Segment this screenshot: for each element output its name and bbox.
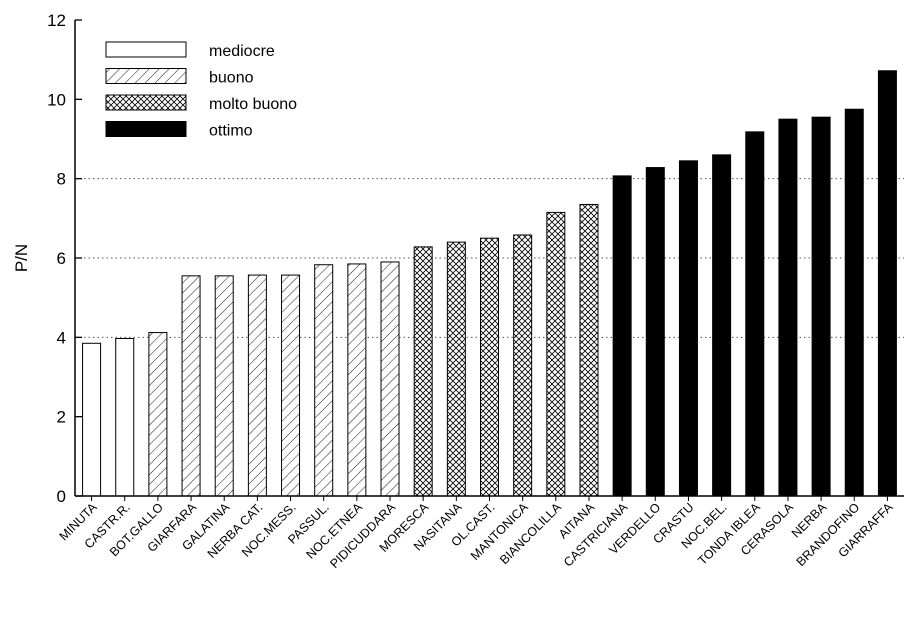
bar — [347, 263, 367, 497]
y-tick-label: 2 — [57, 408, 66, 427]
bar — [413, 246, 433, 497]
y-tick-labels: 0 2 4 6 8 10 12 — [47, 11, 82, 506]
bar — [778, 118, 798, 497]
legend-swatch — [105, 121, 187, 137]
legend-label: molto buono — [209, 96, 297, 113]
bar — [214, 275, 234, 497]
bar — [811, 116, 831, 497]
bar — [877, 70, 897, 497]
y-axis-label: P/N — [12, 244, 31, 272]
y-tick-label: 6 — [57, 249, 66, 268]
legend-swatch — [105, 41, 187, 58]
bar — [446, 241, 466, 497]
bar — [612, 175, 632, 497]
bar — [148, 332, 168, 497]
bar — [645, 167, 665, 497]
bar — [745, 131, 765, 497]
legend-label: mediocre — [209, 43, 275, 60]
x-tick-labels: MINUTACASTR.R.BOT.GALLOGIARFARAGALATINAN… — [57, 496, 896, 571]
bar — [247, 274, 267, 497]
bar — [82, 342, 102, 497]
y-tick-label: 8 — [57, 170, 66, 189]
bar — [678, 160, 698, 497]
bar — [844, 108, 864, 497]
bar — [546, 211, 566, 497]
y-tick-label: 12 — [47, 11, 66, 30]
bar — [314, 264, 334, 497]
bar — [579, 203, 599, 497]
bar — [181, 275, 201, 497]
bar — [480, 237, 499, 497]
legend-label: ottimo — [209, 123, 253, 140]
bars — [82, 70, 897, 497]
bar — [115, 338, 135, 497]
legend-swatch — [105, 68, 187, 84]
bar — [712, 154, 732, 497]
bar — [281, 274, 301, 497]
bar — [380, 261, 400, 497]
legend: mediocre buono molto buono ottimo — [105, 41, 297, 140]
y-tick-label: 0 — [57, 487, 66, 506]
legend-swatch — [105, 94, 187, 111]
y-tick-label: 10 — [47, 90, 66, 109]
y-tick-label: 4 — [57, 328, 66, 347]
legend-label: buono — [209, 70, 254, 87]
bar — [513, 234, 533, 497]
